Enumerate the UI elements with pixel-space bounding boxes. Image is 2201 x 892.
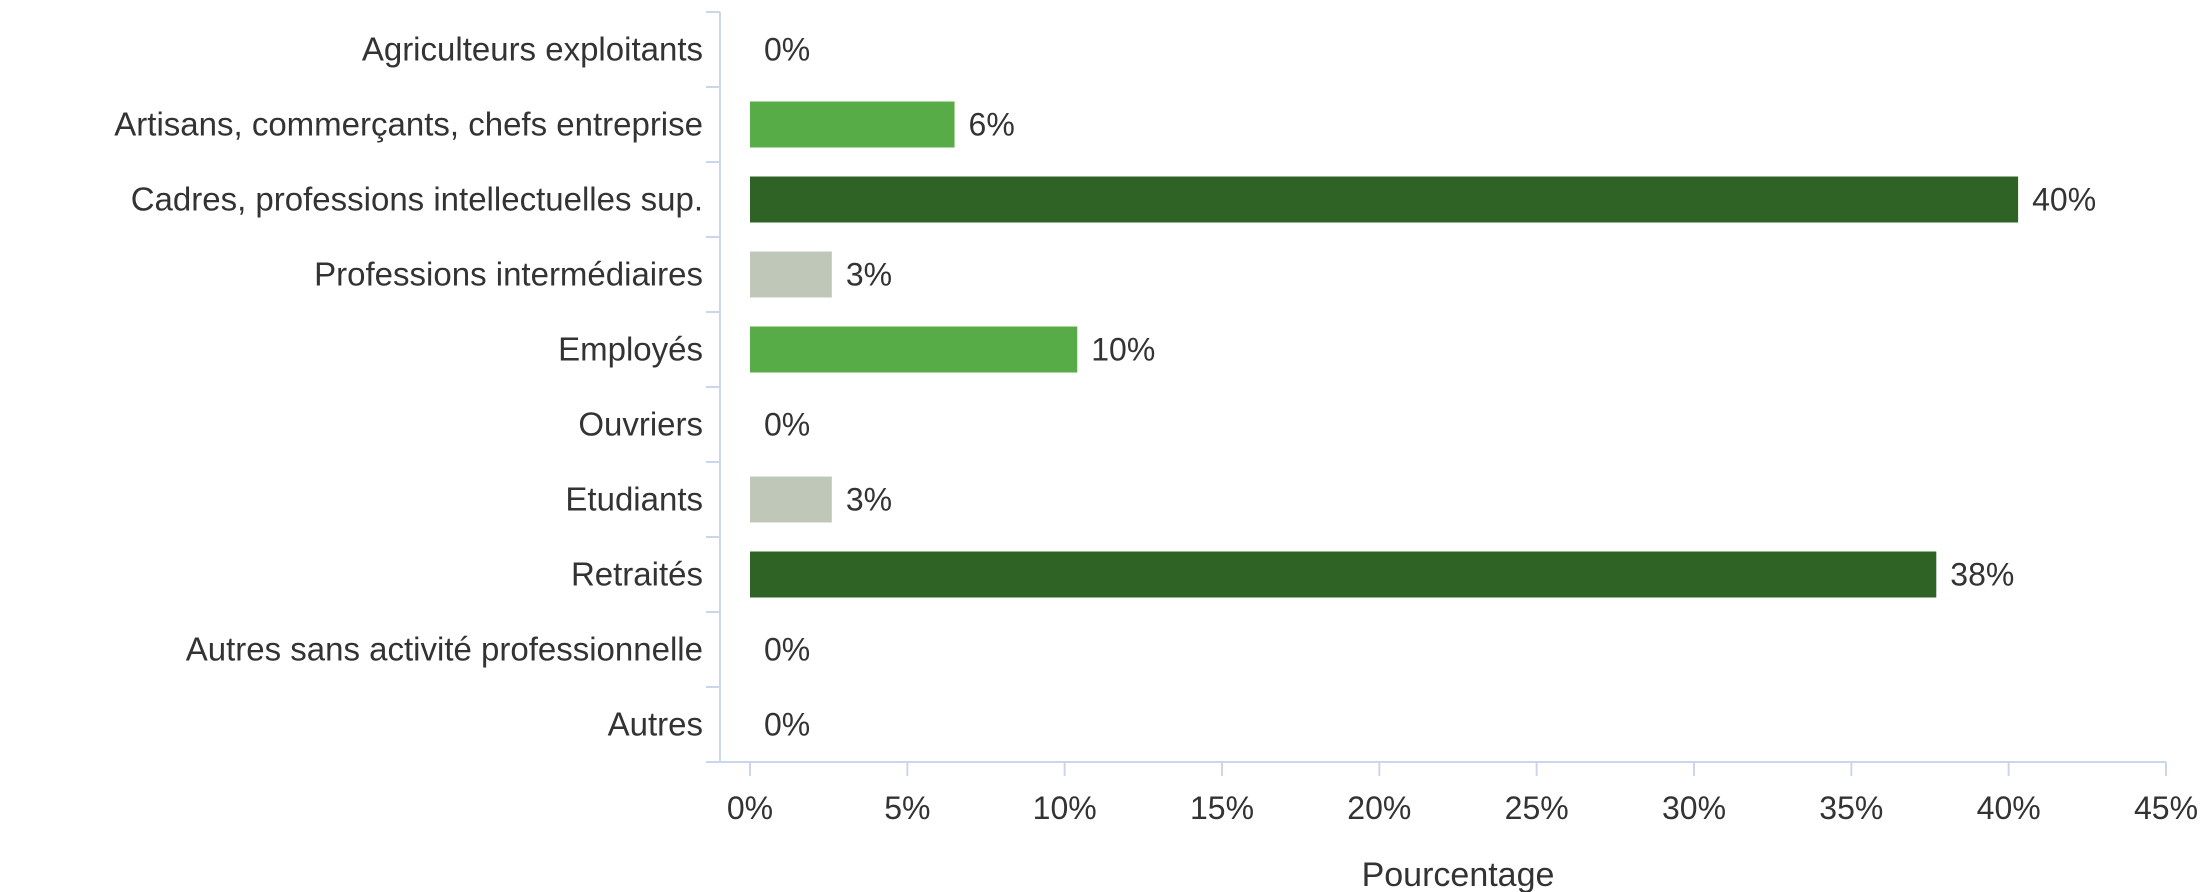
category-label: Ouvriers — [578, 406, 703, 443]
data-label: 0% — [764, 707, 810, 743]
x-tick-label: 15% — [1190, 790, 1254, 826]
data-label: 0% — [764, 407, 810, 443]
data-label: 3% — [846, 482, 892, 518]
bar[interactable] — [750, 326, 1078, 373]
category-label: Professions intermédiaires — [314, 256, 703, 293]
category-label: Etudiants — [565, 481, 703, 518]
x-tick-label: 20% — [1347, 790, 1411, 826]
data-label: 0% — [764, 32, 810, 68]
x-tick-label: 0% — [727, 790, 773, 826]
labels: Agriculteurs exploitants 0% Artisans, comm… — [114, 31, 2096, 743]
category-label: Artisans, commerçants, chefs entreprise — [114, 106, 703, 143]
bars — [750, 101, 2019, 598]
data-label: 3% — [846, 257, 892, 293]
bar[interactable] — [750, 176, 2019, 223]
axes: 0% 5% 10% 15% 20% 25% 30% 35% 40% 45% — [706, 11, 2198, 826]
bar[interactable] — [750, 551, 1937, 598]
bar[interactable] — [750, 476, 832, 523]
x-tick-label: 30% — [1662, 790, 1726, 826]
category-label: Employés — [558, 331, 703, 368]
x-axis-title: Pourcentage — [1362, 856, 1555, 892]
data-label: 38% — [1950, 557, 2014, 593]
category-label: Autres sans activité professionnelle — [186, 631, 703, 668]
category-label: Agriculteurs exploitants — [362, 31, 703, 68]
bar[interactable] — [750, 251, 832, 298]
bar[interactable] — [750, 101, 955, 148]
x-tick-label: 25% — [1505, 790, 1569, 826]
category-label: Autres — [608, 706, 703, 743]
data-label: 6% — [969, 107, 1015, 143]
category-label: Cadres, professions intellectuelles sup. — [131, 181, 703, 218]
x-tick-label: 40% — [1977, 790, 2041, 826]
data-label: 0% — [764, 632, 810, 668]
category-label: Retraités — [571, 556, 703, 593]
x-tick-label: 45% — [2134, 790, 2198, 826]
x-tick-label: 5% — [884, 790, 930, 826]
data-label: 40% — [2032, 182, 2096, 218]
x-tick-label: 35% — [1819, 790, 1883, 826]
x-tick-label: 10% — [1033, 790, 1097, 826]
data-label: 10% — [1091, 332, 1155, 368]
